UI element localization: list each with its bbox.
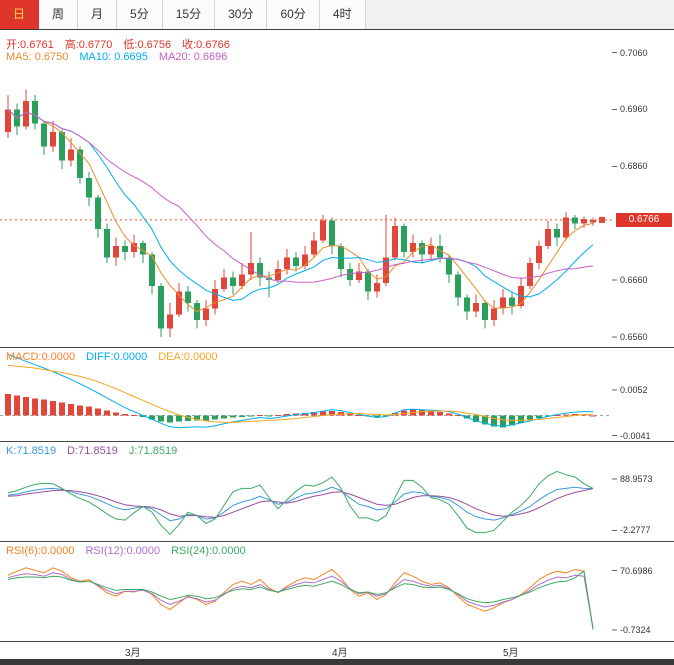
current-price-badge: 0.6766 xyxy=(616,212,672,227)
ma-readout: MA5: 0.6750 MA10: 0.6695 MA20: 0.6696 xyxy=(6,51,227,63)
tab-30分[interactable]: 30分 xyxy=(215,0,268,29)
ma5-value: MA5: 0.6750 xyxy=(6,51,69,63)
tab-周[interactable]: 周 xyxy=(39,0,79,29)
kdj-readout: K:71.8519 D:71.8519 J:71.8519 xyxy=(6,445,177,457)
close-value: 收:0.6766 xyxy=(182,39,230,51)
j-value: J:71.8519 xyxy=(128,445,178,457)
low-value: 低:0.6756 xyxy=(123,39,172,51)
tab-4时[interactable]: 4时 xyxy=(319,0,366,29)
rsi12-value: RSI(12):0.0000 xyxy=(85,545,161,557)
ma10-value: MA10: 0.6695 xyxy=(79,51,148,63)
ohlc-readout: 开:0.6761 高:0.6770 低:0.6756 收:0.6766 xyxy=(6,36,230,52)
open-value: 开:0.6761 xyxy=(6,39,54,51)
diff-value: DIFF:0.0000 xyxy=(86,351,148,363)
d-value: D:71.8519 xyxy=(67,445,118,457)
rsi24-value: RSI(24):0.0000 xyxy=(171,545,246,557)
tab-60分[interactable]: 60分 xyxy=(267,0,320,29)
macd-readout: MACD:0.0000 DIFF:0.0000 DEA:0.0000 xyxy=(6,351,218,363)
ma20-value: MA20: 0.6696 xyxy=(158,51,228,63)
high-value: 高:0.6770 xyxy=(64,39,113,51)
dea-value: DEA:0.0000 xyxy=(158,351,218,363)
tab-月[interactable]: 月 xyxy=(78,0,118,29)
toolbar-tabs: 日周月 5分 15分 30分 60分 4时 xyxy=(0,0,674,29)
rsi6-value: RSI(6):0.0000 xyxy=(6,545,75,557)
macd-value: MACD:0.0000 xyxy=(6,351,76,363)
k-value: K:71.8519 xyxy=(6,445,57,457)
tab-15分[interactable]: 15分 xyxy=(162,0,216,29)
timeframe-toolbar: 日周月 5分 15分 30分 60分 4时 xyxy=(0,0,674,30)
bottom-bar xyxy=(0,659,674,665)
tab-5分[interactable]: 5分 xyxy=(117,0,163,29)
tab-日[interactable]: 日 xyxy=(0,0,40,29)
rsi-readout: RSI(6):0.0000 RSI(12):0.0000 RSI(24):0.0… xyxy=(6,545,246,557)
